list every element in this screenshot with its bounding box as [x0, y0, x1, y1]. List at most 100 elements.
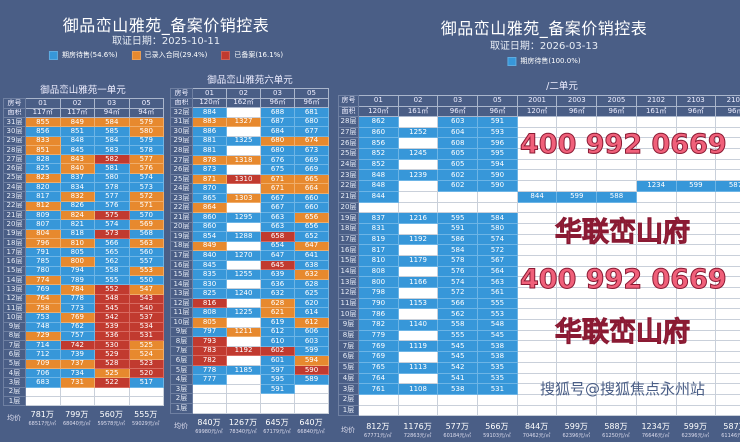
unit-price-cell: [716, 127, 740, 138]
unit-price-cell: 583: [95, 145, 130, 154]
unit-price-cell: 851: [60, 127, 95, 136]
unit-price-cell: [557, 277, 597, 288]
unit-price-cell: 569: [129, 220, 164, 229]
unit-price-cell: [557, 170, 597, 181]
unit-price-cell: [398, 159, 438, 170]
unit-price-cell: 608: [438, 138, 478, 149]
unit-price-cell: 580: [95, 173, 130, 182]
average-total: 812万: [366, 421, 389, 432]
unit-price-cell: 669: [295, 165, 329, 175]
unit-price-cell: [636, 213, 676, 224]
unit-price-cell: 539: [95, 322, 130, 331]
unit-price-cell: [676, 320, 716, 331]
floor-label: 32层: [171, 108, 193, 118]
average-unit-price: 59103元/㎡: [483, 432, 511, 439]
unit-price-cell: 575: [95, 210, 130, 219]
unit-price-cell: [517, 277, 557, 288]
unit-price-cell: 652: [295, 232, 329, 242]
floor-label: 9层: [4, 322, 26, 331]
unit2-grid: 房号01020305200120032005210221032105面积120㎡…: [338, 95, 740, 416]
unit-price-cell: [557, 181, 597, 192]
floor-label: 23层: [339, 170, 359, 181]
unit-price-cell: 663: [261, 222, 295, 232]
unit-price-cell: 636: [261, 279, 295, 289]
unit-price-cell: [398, 288, 438, 299]
unit-area-header: 117㎡: [26, 108, 61, 118]
floor-label: 1层: [4, 396, 26, 405]
floor-label: 15层: [339, 255, 359, 266]
legend-swatch-red: [221, 51, 230, 60]
unit-price-cell: [597, 255, 637, 266]
unit-price-cell: 832: [60, 192, 95, 201]
floor-label: 20层: [171, 222, 193, 232]
floor-label: 2层: [339, 394, 359, 405]
floor-row: 1层: [171, 403, 329, 413]
unit-price-cell: 676: [261, 155, 295, 165]
unit-price-cell: [676, 223, 716, 234]
unit-price-cell: [716, 223, 740, 234]
unit-price-cell: 563: [129, 238, 164, 247]
floor-label: 31层: [171, 117, 193, 127]
unit-price-cell: [517, 159, 557, 170]
unit-area-header: 96㎡: [676, 106, 716, 117]
unit-price-cell: 784: [60, 285, 95, 294]
unit-price-cell: 602: [438, 170, 478, 181]
unit-price-cell: 576: [95, 201, 130, 210]
unit-price-cell: [227, 356, 261, 366]
unit-price-cell: [716, 309, 740, 320]
unit-price-cell: 625: [295, 289, 329, 299]
unit-price-cell: 785: [26, 257, 61, 266]
floor-label: 16层: [171, 260, 193, 270]
unit-price-cell: [597, 170, 637, 181]
unit-price-cell: [636, 149, 676, 160]
unit-price-cell: 843: [60, 155, 95, 164]
unit-price-cell: 522: [95, 378, 130, 387]
unit-price-cell: [193, 394, 227, 404]
average-unit-price: 67179元/㎡: [263, 428, 291, 435]
unit-price-cell: 564: [478, 266, 518, 277]
unit-price-cell: 731: [60, 378, 95, 387]
unit-price-cell: 1288: [227, 232, 261, 242]
unit-price-cell: [716, 405, 740, 416]
unit-price-cell: 605: [438, 159, 478, 170]
unit-price-cell: [398, 394, 438, 405]
unit-price-cell: [676, 266, 716, 277]
floor-label: 26层: [4, 164, 26, 173]
unit-price-cell: [478, 405, 518, 416]
unit-price-cell: [676, 277, 716, 288]
unit-price-cell: 641: [295, 251, 329, 261]
unit-price-cell: 577: [95, 192, 130, 201]
unit-price-cell: 605: [438, 149, 478, 160]
unit-price-cell: [261, 403, 295, 413]
unit-price-cell: 777: [193, 375, 227, 385]
floor-label: 11层: [4, 303, 26, 312]
legend-item-filed: 已备案(16.1%): [221, 50, 283, 60]
average-unit-price: 60184元/㎡: [443, 432, 471, 439]
unit-price-cell: 706: [26, 369, 61, 378]
unit-price-cell: [597, 341, 637, 352]
unit-area-header: 96㎡: [597, 106, 637, 117]
unit-price-cell: 805: [193, 318, 227, 328]
unit-price-cell: [676, 170, 716, 181]
unit-price-cell: [716, 320, 740, 331]
unit-price-cell: [676, 202, 716, 213]
unit-price-cell: [517, 234, 557, 245]
unit-price-cell: [517, 341, 557, 352]
unit-price-cell: 671: [261, 174, 295, 184]
average-price: 587万61146元/㎡: [715, 418, 740, 442]
unit-price-cell: 825: [26, 164, 61, 173]
unit-price-cell: [60, 387, 95, 396]
unit-price-cell: [227, 165, 261, 175]
room-number-header: 2105: [716, 96, 740, 107]
unit-price-cell: 826: [60, 201, 95, 210]
floor-label: 19层: [171, 232, 193, 242]
legend-label: 期房待售(100.0%): [520, 56, 580, 66]
floor-label: 11层: [171, 308, 193, 318]
average-total: 645万: [265, 417, 288, 428]
